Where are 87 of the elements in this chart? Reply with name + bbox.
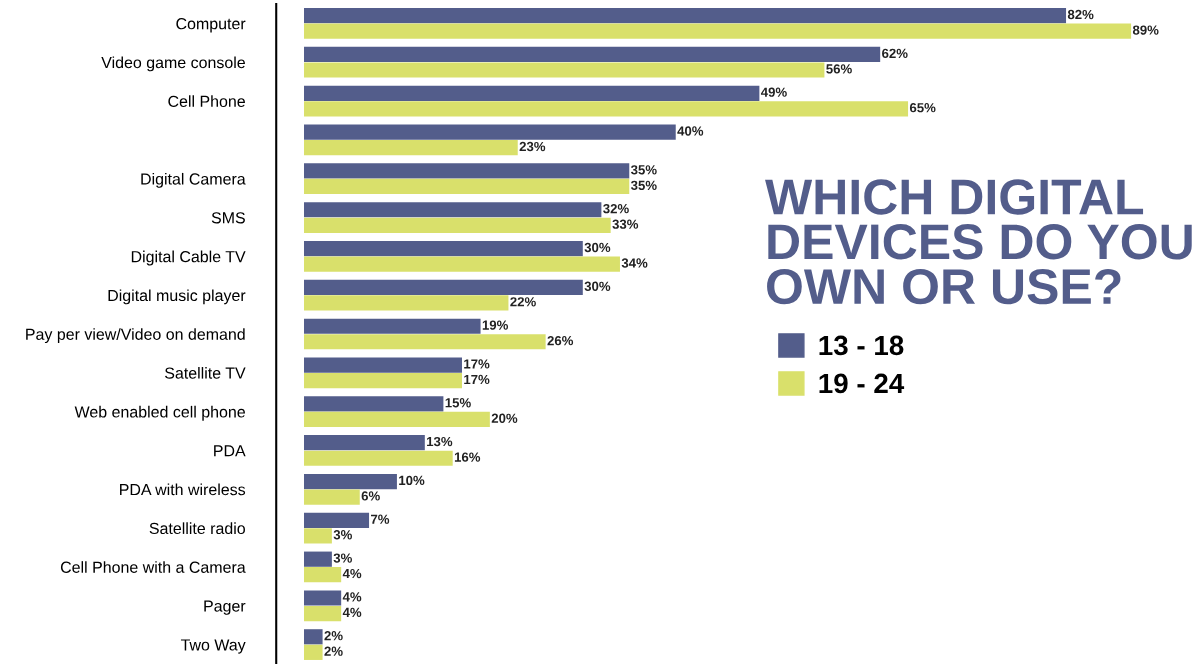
- bar: [304, 629, 323, 645]
- data-label: 17%: [464, 359, 490, 369]
- data-label: 15%: [445, 398, 471, 408]
- data-label: 3%: [333, 530, 352, 540]
- bar: [304, 605, 342, 622]
- bar: [304, 8, 1067, 24]
- data-label: 20%: [491, 413, 518, 423]
- data-label: 26%: [547, 335, 574, 346]
- bar: [304, 256, 620, 272]
- y-tick-label: Satellite radio: [149, 522, 245, 535]
- y-tick-label: SMS: [211, 212, 245, 224]
- bar: [304, 396, 444, 412]
- y-tick-label: Digital music player: [108, 289, 246, 305]
- data-label: 22%: [510, 297, 536, 307]
- text: WHICH DIGITAL DEVICES DO YOU OWN OR USE?: [765, 179, 1192, 305]
- data-label: 13%: [427, 436, 453, 447]
- y-tick-label: Satellite TV: [165, 367, 246, 379]
- bar: [304, 473, 397, 490]
- data-label: 30%: [584, 281, 611, 291]
- y-tick-label: Pay per view/Video on demand: [26, 328, 245, 344]
- bar: [304, 124, 676, 140]
- bar: [304, 334, 546, 350]
- y-tick-label: PDA: [214, 445, 246, 457]
- data-label: 17%: [464, 374, 490, 385]
- bar: [304, 450, 453, 466]
- data-label: 16%: [454, 452, 481, 462]
- data-label: 6%: [361, 491, 380, 501]
- data-label: 19%: [482, 320, 509, 330]
- data-label: 35%: [630, 165, 657, 175]
- data-label: 65%: [909, 103, 936, 113]
- bar: [304, 101, 909, 117]
- bar: [304, 435, 425, 451]
- data-label: 35%: [630, 180, 657, 191]
- y-tick-label: Computer: [176, 18, 246, 33]
- bar: [304, 528, 332, 544]
- y-tick-label: Pager: [204, 600, 246, 615]
- data-label: 2%: [324, 631, 343, 641]
- y-tick-label: Digital Cable TV: [131, 250, 246, 266]
- data-label: 10%: [399, 475, 425, 486]
- data-label: 4%: [342, 592, 362, 602]
- data-label: 30%: [584, 242, 611, 253]
- data-label: 4%: [342, 607, 362, 618]
- data-label: 32%: [603, 203, 629, 214]
- data-label: 23%: [519, 141, 546, 152]
- bar: [304, 240, 583, 257]
- data-label: 89%: [1132, 25, 1159, 35]
- bar: [304, 46, 881, 63]
- bar: [304, 512, 370, 528]
- data-label: 56%: [826, 64, 852, 74]
- y-tick-label: Cell Phone: [168, 95, 245, 107]
- bar: [304, 295, 509, 311]
- bar: [304, 590, 342, 606]
- data-label: 4%: [342, 568, 362, 579]
- bar: [304, 551, 332, 567]
- bar: [304, 357, 462, 373]
- data-label: 34%: [621, 258, 648, 268]
- y-tick-label: PDA with wireless: [120, 483, 246, 496]
- bar: [304, 62, 825, 78]
- legend-label: 19 - 24: [819, 373, 905, 394]
- bar: [304, 567, 342, 583]
- bar: [304, 85, 760, 101]
- bar: [304, 140, 518, 156]
- data-label: 2%: [324, 646, 343, 656]
- y-tick-label: Cell Phone with a Camera: [60, 561, 246, 573]
- bar: [304, 23, 1132, 39]
- bar: [304, 411, 490, 428]
- bar: [304, 489, 360, 505]
- bar: [304, 644, 323, 660]
- bar: [304, 178, 630, 195]
- bar: [304, 163, 630, 179]
- bar: [304, 279, 583, 296]
- y-tick-label: Digital Camera: [141, 172, 246, 188]
- data-label: 40%: [677, 126, 704, 136]
- data-label: 7%: [371, 514, 390, 524]
- bar: [304, 372, 462, 389]
- data-label: 62%: [882, 48, 908, 59]
- bar: [304, 318, 481, 334]
- data-label: 3%: [333, 553, 352, 563]
- y-tick-label: Video game console: [101, 56, 245, 72]
- y-tick-label: Two Way: [180, 639, 246, 654]
- y-tick-label: Web enabled cell phone: [74, 405, 245, 421]
- data-label: 82%: [1067, 9, 1094, 20]
- bar: [304, 202, 602, 218]
- bar: [304, 217, 611, 233]
- data-label: 49%: [760, 87, 787, 97]
- data-label: 33%: [612, 219, 639, 229]
- legend-label: 13 - 18: [819, 335, 904, 356]
